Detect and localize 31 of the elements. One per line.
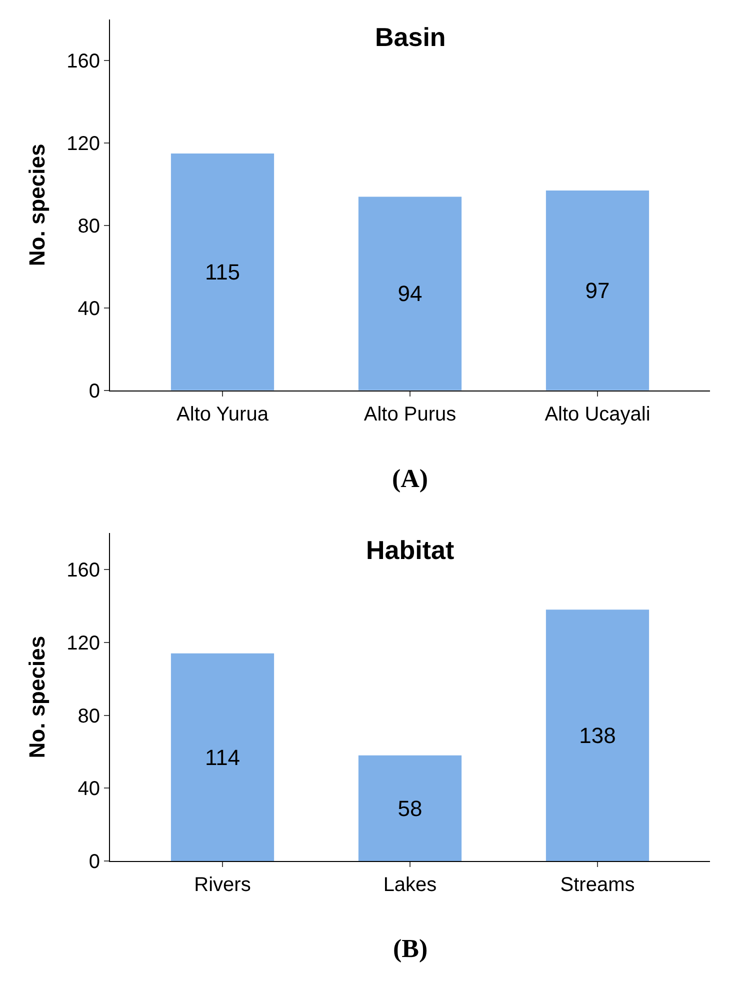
y-tick-label: 160 bbox=[66, 560, 100, 582]
y-tick-label: 0 bbox=[88, 380, 100, 402]
data-label: 114 bbox=[204, 744, 240, 770]
bar bbox=[170, 653, 274, 862]
text: (B) bbox=[393, 934, 428, 963]
bar bbox=[546, 610, 650, 862]
data-label: 138 bbox=[579, 722, 616, 748]
data-label: 58 bbox=[398, 796, 422, 821]
y-tick-label: 80 bbox=[78, 705, 100, 728]
y-tick-label: 80 bbox=[78, 216, 100, 238]
data-label: 97 bbox=[585, 278, 610, 303]
x-tick-label: Streams bbox=[560, 874, 635, 896]
y-tick-label: 160 bbox=[66, 50, 100, 73]
y-tick-label: 120 bbox=[66, 133, 100, 156]
data-label: 115 bbox=[204, 259, 240, 284]
x-tick-label: Rivers bbox=[194, 874, 251, 896]
data-label: 94 bbox=[398, 281, 422, 306]
y-tick-label: 40 bbox=[78, 298, 100, 320]
x-tick-label: Alto Purus bbox=[364, 403, 456, 426]
y-tick-label: 120 bbox=[66, 632, 100, 654]
bar bbox=[358, 755, 462, 862]
chart-title: Habitat bbox=[366, 535, 454, 565]
chart-title: Basin bbox=[375, 22, 446, 52]
y-tick-label: 40 bbox=[78, 778, 100, 800]
y-axis-title: No. species bbox=[24, 636, 50, 758]
x-tick-label: Alto Yurua bbox=[176, 403, 270, 426]
y-axis-title: No. species bbox=[24, 144, 50, 266]
y-tick-label: 0 bbox=[88, 851, 100, 874]
x-tick-label: Alto Ucayali bbox=[544, 403, 650, 426]
text: (A) bbox=[392, 464, 428, 493]
x-tick-label: Lakes bbox=[383, 874, 437, 896]
